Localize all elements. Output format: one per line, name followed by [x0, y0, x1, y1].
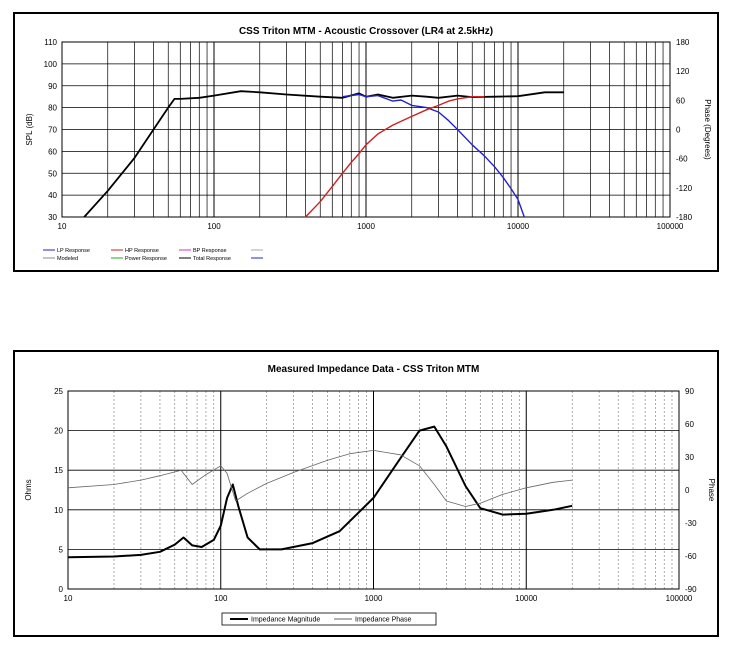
chart-title: CSS Triton MTM - Acoustic Crossover (LR4…: [239, 26, 493, 37]
y-tick-label: 15: [54, 466, 63, 475]
series-line-total-response: [83, 90, 564, 218]
y2-tick-label: -120: [676, 184, 693, 193]
y2-tick-label: -60: [685, 552, 697, 561]
series-line-hp-response: [304, 95, 485, 218]
y-tick-label: 50: [48, 169, 57, 178]
plot-area: [61, 41, 671, 218]
legend-label: BP Response: [193, 248, 227, 254]
y-tick-label: 30: [48, 213, 57, 222]
y-tick-label: 110: [44, 38, 57, 47]
legend-label: LP Response: [57, 248, 90, 254]
x-tick-label: 10: [58, 222, 67, 231]
y2-tick-label: 180: [676, 38, 690, 47]
legend-label: Power Response: [125, 256, 167, 262]
y-tick-label: 10: [54, 506, 63, 515]
y2-tick-label: 0: [676, 126, 681, 135]
x-tick-label: 10000: [515, 594, 538, 603]
x-tick-label: 100: [214, 594, 228, 603]
impedance-chart: Measured Impedance Data - CSS Triton MTM…: [13, 350, 719, 637]
x-tick-label: 100000: [657, 222, 684, 231]
y2-axis-label: Phase (Degrees): [703, 99, 712, 160]
chart-title: Measured Impedance Data - CSS Triton MTM: [268, 364, 480, 375]
x-tick-label: 100000: [666, 594, 693, 603]
plot-area: [67, 390, 680, 590]
legend-label: Impedance Magnitude: [251, 617, 320, 624]
y-tick-label: 90: [48, 82, 57, 91]
legend-box: [221, 612, 437, 626]
y2-tick-label: 60: [676, 96, 685, 105]
acoustic-crossover-chart: CSS Triton MTM - Acoustic Crossover (LR4…: [13, 12, 719, 272]
y2-axis-label: Phase: [707, 479, 716, 502]
x-tick-label: 10: [64, 594, 73, 603]
y-tick-label: 40: [48, 191, 57, 200]
y2-tick-label: -60: [676, 155, 688, 164]
y-tick-label: 20: [54, 427, 63, 436]
y-tick-label: 5: [59, 545, 64, 554]
x-tick-label: 10000: [507, 222, 530, 231]
legend-label: Total Response: [193, 256, 231, 262]
y-tick-label: 0: [59, 585, 64, 594]
y2-tick-label: 0: [685, 486, 690, 495]
y2-tick-label: 120: [676, 67, 690, 76]
x-tick-label: 1000: [365, 594, 383, 603]
y-tick-label: 70: [48, 126, 57, 135]
series-line-impedance-magnitude: [67, 425, 573, 559]
y-axis-label: SPL (dB): [25, 113, 34, 145]
y2-tick-label: -180: [676, 213, 693, 222]
y-axis-label: Ohms: [24, 479, 33, 500]
y-tick-label: 60: [48, 147, 57, 156]
y2-tick-label: 30: [685, 453, 694, 462]
y-tick-label: 100: [44, 60, 58, 69]
legend-label: Impedance Phase: [355, 617, 412, 624]
legend-label: HP Response: [125, 248, 159, 254]
x-tick-label: 1000: [357, 222, 375, 231]
y-tick-label: 80: [48, 104, 57, 113]
acoustic-crossover-svg: CSS Triton MTM - Acoustic Crossover (LR4…: [25, 26, 712, 262]
y2-tick-label: -30: [685, 519, 697, 528]
impedance-svg: Measured Impedance Data - CSS Triton MTM…: [24, 364, 716, 626]
legend-label: Modeled: [57, 256, 78, 262]
y2-tick-label: -90: [685, 585, 697, 594]
y2-tick-label: 60: [685, 420, 694, 429]
series-line-lp-response: [342, 93, 525, 218]
x-tick-label: 100: [207, 222, 221, 231]
y-tick-label: 25: [54, 387, 63, 396]
series-line-impedance-phase: [67, 450, 573, 507]
y2-tick-label: 90: [685, 387, 694, 396]
